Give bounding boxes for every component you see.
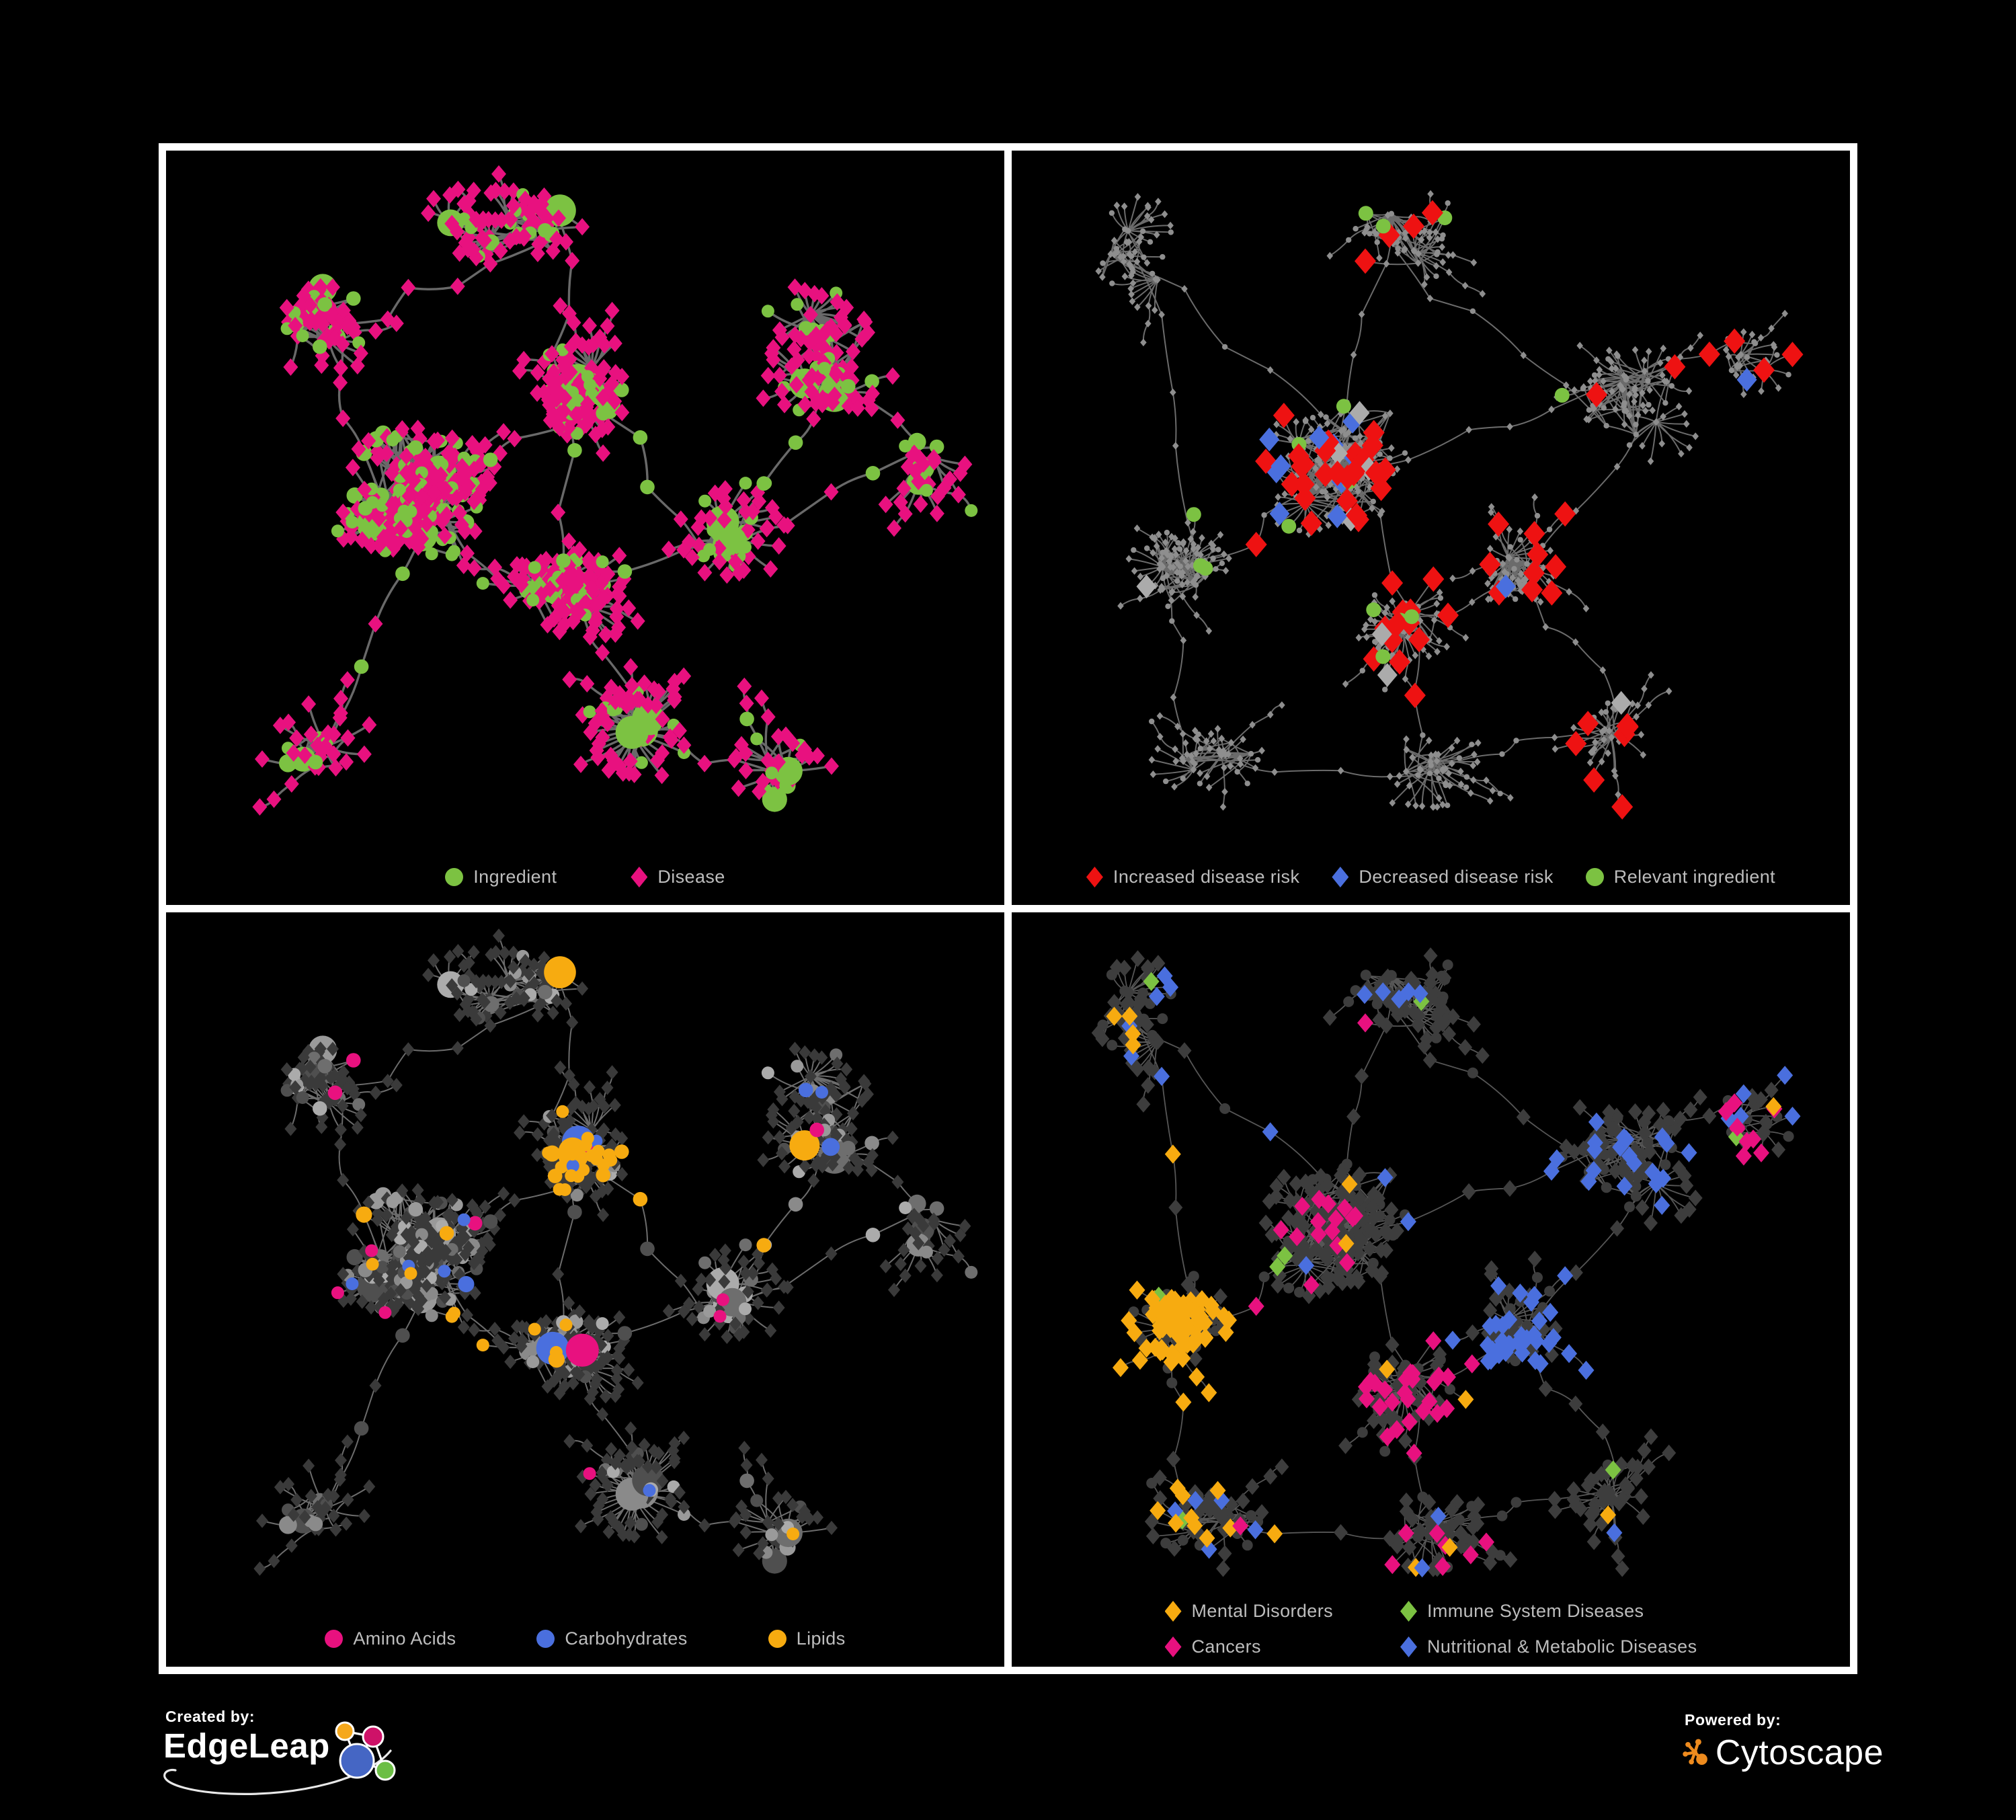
legend-item: Immune System Diseases	[1400, 1601, 1697, 1622]
panel-ingredient-disease: Ingredient Disease	[166, 151, 1004, 905]
edgeleap-wordmark: EdgeLeap	[163, 1727, 330, 1765]
legend-label: Amino Acids	[353, 1628, 456, 1649]
edgeleap-credit: Created by: EdgeLeap	[163, 1708, 513, 1819]
network-disease-categories	[1091, 947, 1801, 1578]
edgeleap-network-icon	[335, 1721, 396, 1781]
legend-item: Disease	[631, 867, 725, 887]
circle-marker-icon	[1585, 868, 1604, 886]
diamond-marker-icon	[1164, 1636, 1182, 1657]
legend-label: Increased disease risk	[1113, 867, 1300, 887]
circle-marker-icon	[445, 868, 464, 886]
legend-label: Cancers	[1191, 1636, 1261, 1657]
panel-disease-risk: Increased disease risk Decreased disease …	[1012, 151, 1850, 905]
legend-nutrient-classes: Amino Acids Carbohydrates Lipids	[166, 1628, 1004, 1649]
diamond-marker-icon	[1332, 867, 1349, 887]
network-disease-risk	[1095, 190, 1804, 820]
edgeleap-brand-row: EdgeLeap	[163, 1721, 513, 1789]
cytoscape-credit: Powered by: Cytoscape	[1682, 1711, 1884, 1775]
cytoscape-brand-row: Cytoscape	[1682, 1731, 1884, 1775]
legend-item: Nutritional & Metabolic Diseases	[1400, 1636, 1697, 1657]
diamond-marker-icon	[631, 867, 648, 887]
panel-disease-categories: Mental Disorders Immune System Diseases Ca…	[1012, 912, 1850, 1667]
diamond-marker-icon	[1164, 1601, 1182, 1622]
cytoscape-network-icon	[1683, 1739, 1707, 1765]
circle-marker-icon	[325, 1630, 344, 1648]
powered-by-label: Powered by:	[1685, 1711, 1781, 1729]
legend-item: Lipids	[768, 1628, 846, 1649]
legend-label: Mental Disorders	[1191, 1601, 1333, 1621]
legend-ingredient-disease: Ingredient Disease	[166, 867, 1004, 887]
legend-disease-categories: Mental Disorders Immune System Diseases Ca…	[1012, 1601, 1850, 1657]
network-ingredient-disease	[252, 165, 978, 816]
panel-grid: Ingredient Disease Increased disease risk…	[159, 143, 1857, 1674]
legend-label: Decreased disease risk	[1359, 867, 1554, 887]
legend-label: Ingredient	[473, 867, 557, 887]
diamond-marker-icon	[1400, 1601, 1417, 1622]
legend-label: Lipids	[796, 1628, 846, 1649]
legend-item: Ingredient	[445, 867, 557, 887]
diamond-marker-icon	[1086, 867, 1103, 887]
legend-disease-risk: Increased disease risk Decreased disease …	[1012, 867, 1850, 887]
legend-label: Carbohydrates	[565, 1628, 688, 1649]
legend-item: Amino Acids	[325, 1628, 456, 1649]
legend-item: Relevant ingredient	[1585, 867, 1776, 887]
legend-item: Carbohydrates	[536, 1628, 687, 1649]
legend-item: Cancers	[1164, 1636, 1333, 1657]
network-nutrient-classes	[253, 928, 978, 1576]
circle-marker-icon	[768, 1630, 787, 1648]
legend-item: Increased disease risk	[1086, 867, 1299, 887]
legend-label: Disease	[657, 867, 725, 887]
created-by-label: Created by:	[165, 1708, 255, 1725]
legend-item: Decreased disease risk	[1332, 867, 1553, 887]
cytoscape-wordmark: Cytoscape	[1715, 1733, 1884, 1772]
legend-label: Nutritional & Metabolic Diseases	[1427, 1636, 1697, 1657]
panel-nutrient-classes: Amino Acids Carbohydrates Lipids	[166, 912, 1004, 1667]
legend-item: Mental Disorders	[1164, 1601, 1333, 1622]
legend-label: Immune System Diseases	[1427, 1601, 1644, 1621]
circle-marker-icon	[536, 1630, 555, 1648]
legend-label: Relevant ingredient	[1613, 867, 1776, 887]
diamond-marker-icon	[1400, 1636, 1417, 1657]
